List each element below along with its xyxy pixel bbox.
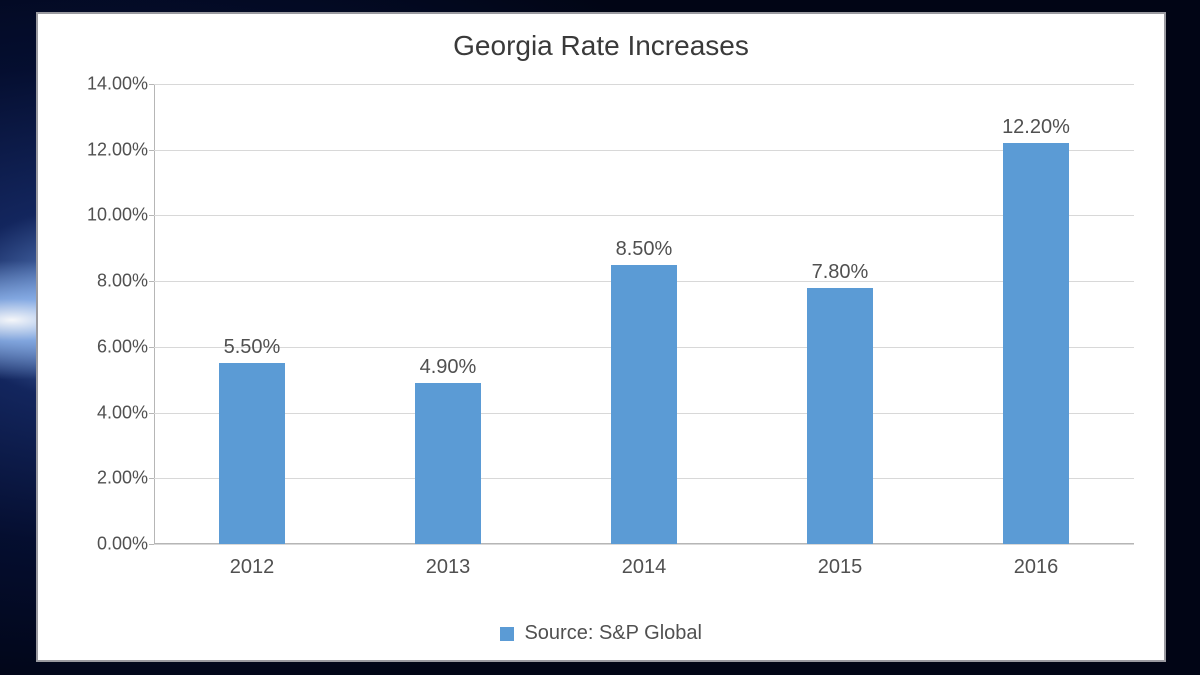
bar: 5.50%	[219, 363, 286, 544]
y-tick-label: 8.00%	[97, 271, 154, 292]
bar-value-label: 8.50%	[616, 238, 673, 265]
x-tick-label: 2016	[1014, 556, 1059, 579]
bar-value-label: 7.80%	[812, 261, 869, 288]
backdrop: Georgia Rate Increases 0.00%2.00%4.00%6.…	[0, 0, 1200, 675]
y-tick-label: 10.00%	[87, 205, 154, 226]
legend-swatch	[500, 627, 514, 641]
x-tick-label: 2014	[622, 556, 667, 579]
gridline	[154, 150, 1134, 151]
y-tick-label: 6.00%	[97, 336, 154, 357]
bar: 7.80%	[807, 288, 874, 544]
y-axis-line	[154, 84, 155, 544]
x-tick-label: 2012	[230, 556, 275, 579]
gridline	[154, 215, 1134, 216]
bar: 8.50%	[611, 265, 678, 544]
y-tick-label: 4.00%	[97, 402, 154, 423]
plot-area: 0.00%2.00%4.00%6.00%8.00%10.00%12.00%14.…	[154, 84, 1134, 544]
legend: Source: S&P Global	[38, 622, 1164, 645]
y-tick-label: 12.00%	[87, 139, 154, 160]
gridline	[154, 84, 1134, 85]
chart-card: Georgia Rate Increases 0.00%2.00%4.00%6.…	[36, 12, 1166, 662]
bar-value-label: 4.90%	[420, 356, 477, 383]
chart-title: Georgia Rate Increases	[38, 30, 1164, 62]
bar-value-label: 5.50%	[224, 336, 281, 363]
gridline	[154, 544, 1134, 545]
plot: 0.00%2.00%4.00%6.00%8.00%10.00%12.00%14.…	[154, 84, 1134, 544]
x-tick-label: 2015	[818, 556, 863, 579]
y-tick-label: 14.00%	[87, 74, 154, 95]
legend-label: Source: S&P Global	[524, 622, 702, 645]
bar: 4.90%	[415, 383, 482, 544]
y-tick-label: 2.00%	[97, 468, 154, 489]
bar-value-label: 12.20%	[1002, 116, 1070, 143]
y-tick-label: 0.00%	[97, 534, 154, 555]
bar: 12.20%	[1003, 143, 1070, 544]
x-tick-label: 2013	[426, 556, 471, 579]
